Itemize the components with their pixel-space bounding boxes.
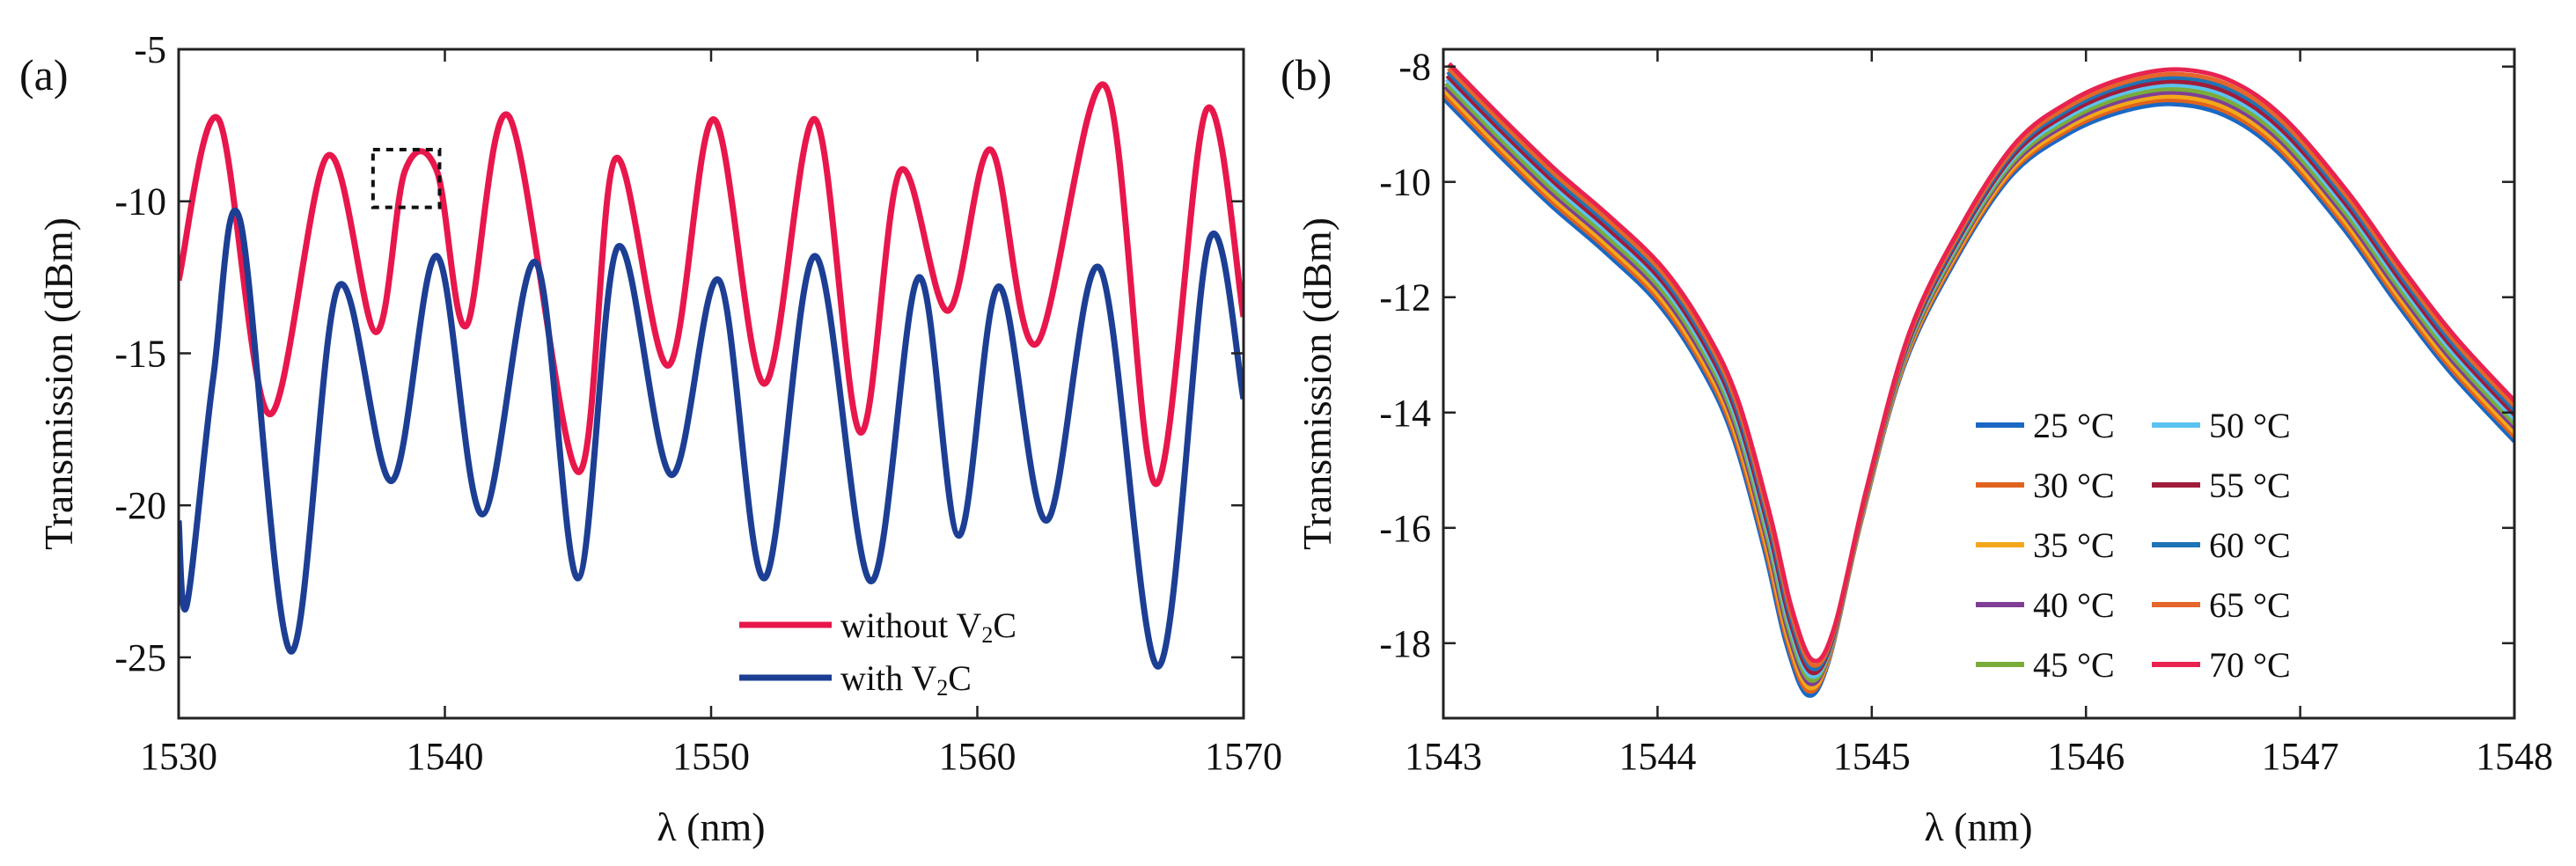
a-y-tick-label: -20 (114, 484, 166, 527)
a-y-tick-label: -15 (114, 332, 166, 375)
legend-label-40c: 40 °C (2033, 585, 2115, 625)
a-x-tick-label: 1550 (672, 735, 750, 778)
series-line-70c (1447, 62, 2514, 664)
zoom-region-box (371, 148, 442, 209)
b-y-tick-label: -14 (1379, 392, 1431, 435)
panel-b-chart: (b) 1543 1544 1545 1546 1547 1548 -8 -10 -12 -14… (1281, 46, 2553, 849)
panel-a-x-axis-label: λ (nm) (657, 804, 765, 849)
legend-label-70c: 70 °C (2209, 645, 2291, 685)
series-line-35c (1443, 89, 2514, 691)
panel-a-annotation-group (371, 148, 442, 209)
b-x-tick-label: 1547 (2262, 735, 2339, 778)
series-line-55c (1445, 74, 2514, 676)
panel-b-plot-frame (1442, 48, 2516, 720)
panel-b-label: (b) (1281, 50, 1332, 99)
legend-label-55c: 55 °C (2209, 466, 2291, 505)
series-line-without-v2c (179, 81, 1244, 488)
panel-a-x-ticks: 1530 1540 1550 1560 1570 (140, 49, 1282, 778)
legend-label-25c: 25 °C (2033, 406, 2115, 445)
a-x-tick-label: 1530 (140, 735, 217, 778)
panel-a-plot-frame (177, 48, 1245, 720)
legend-label-60c: 60 °C (2209, 525, 2291, 565)
panel-a-label: (a) (19, 50, 69, 99)
panel-b-x-axis-label: λ (nm) (1924, 804, 2032, 849)
series-line-30c (1443, 92, 2514, 694)
panel-a-series-group (179, 81, 1244, 670)
legend-label-50c: 50 °C (2209, 406, 2291, 445)
b-y-tick-label: -12 (1379, 276, 1431, 319)
a-x-tick-label: 1570 (1205, 735, 1282, 778)
b-x-tick-label: 1548 (2476, 735, 2553, 778)
b-y-tick-label: -8 (1398, 46, 1431, 89)
b-y-tick-label: -18 (1379, 622, 1431, 665)
b-x-tick-label: 1546 (2047, 735, 2125, 778)
b-y-tick-label: -16 (1379, 507, 1431, 550)
panel-b-y-ticks: -8 -10 -12 -14 -16 -18 (1379, 46, 2514, 665)
a-x-tick-label: 1540 (407, 735, 484, 778)
legend-label-35c: 35 °C (2033, 525, 2115, 565)
panel-b-series-group (1443, 62, 2514, 698)
a-y-tick-label: -25 (114, 636, 166, 679)
legend-label-without-v2c: without V2C (840, 605, 1016, 648)
panel-a-y-ticks: -5 -10 -15 -20 -25 (114, 28, 1244, 679)
b-y-tick-label: -10 (1379, 161, 1431, 204)
series-line-65c (1447, 66, 2514, 668)
b-x-tick-label: 1543 (1405, 735, 1482, 778)
a-y-tick-label: -10 (114, 180, 166, 224)
series-line-50c (1444, 77, 2514, 679)
legend-label-45c: 45 °C (2033, 645, 2115, 685)
panel-a-legend: without V2C with V2C (739, 605, 1016, 701)
a-x-tick-label: 1560 (939, 735, 1016, 778)
series-line-with-v2c (179, 207, 1244, 670)
b-x-tick-label: 1545 (1833, 735, 1911, 778)
panel-a-chart: (a) 1530 1540 1550 1560 1570 -5-10-15-20-25 … (19, 28, 1282, 849)
series-line-60c (1446, 70, 2514, 672)
panel-b-x-ticks: 1543 1544 1545 1546 1547 1548 (1405, 49, 2553, 778)
panel-a-y-axis-label: Transmission (dBm) (36, 217, 81, 550)
legend-label-30c: 30 °C (2033, 466, 2115, 505)
series-line-45c (1444, 81, 2514, 683)
series-line-40c (1443, 84, 2514, 686)
panel-b-y-axis-label: Transmission (dBm) (1295, 217, 1339, 550)
b-x-tick-label: 1544 (1618, 735, 1696, 778)
legend-label-65c: 65 °C (2209, 585, 2291, 625)
legend-label-with-v2c: with V2C (840, 658, 972, 701)
a-y-tick-label: -5 (134, 28, 166, 71)
panel-b-legend: 25 °C 30 °C 35 °C 40 °C 45 °C 50 °C 55 °C 60 °C… (1976, 406, 2291, 685)
